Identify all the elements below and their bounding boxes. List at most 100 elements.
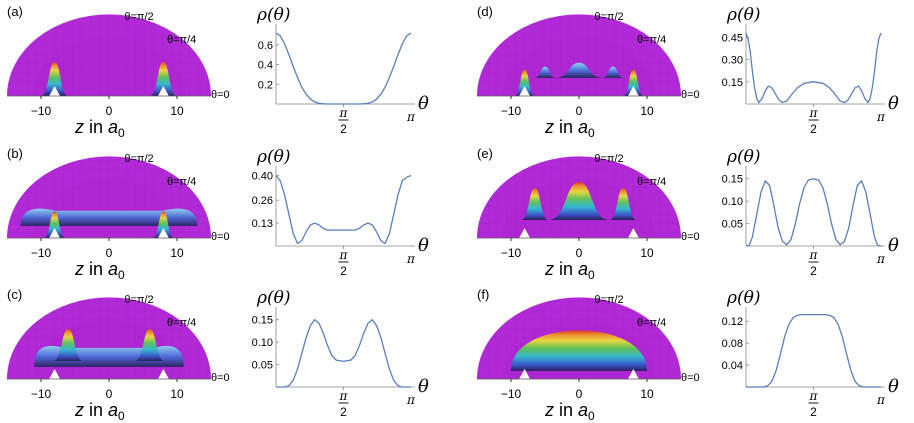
x-tick-label-2: 2: [810, 122, 817, 136]
panel-label: (a): [7, 4, 23, 19]
angle-label-pi-quarter: θ=π/4: [637, 176, 666, 188]
density-curve: [746, 313, 881, 388]
panel-label: (b): [7, 146, 23, 161]
z-tick-label: 10: [640, 246, 654, 260]
panel-a: (a) −10 0 10 θ=π/2 θ=π/4 θ=0 z in a0 0.2 0.4 0.6 π 2…: [7, 4, 429, 140]
y-tick-label: 0.30: [722, 55, 743, 67]
panel-e: (e) −10 0 10 θ=π/2 θ=π/4 θ=0 z in a0 0.05 0.10 0.1…: [477, 146, 899, 282]
angle-label-pi-half: θ=π/2: [124, 294, 153, 306]
y-tick-label: 0.10: [252, 337, 273, 349]
z-tick-label: 0: [106, 104, 113, 118]
angle-label-pi-quarter: θ=π/4: [167, 176, 196, 188]
y-tick-label: 0.13: [252, 218, 273, 230]
y-axis-label: ρ(θ): [726, 147, 761, 167]
z-tick-label: −10: [31, 104, 52, 118]
surface-peak: [623, 69, 644, 96]
z-axis-title: z in a0: [544, 117, 595, 140]
angle-label-pi-quarter: θ=π/4: [167, 34, 196, 46]
x-tick-label-pi-end: π: [406, 393, 416, 407]
x-tick-label-pi-end: π: [406, 110, 416, 124]
z-tick-label: −10: [501, 246, 522, 260]
x-tick-label-pi: π: [339, 106, 349, 120]
surface-peak: [555, 62, 603, 78]
density-curve: [745, 178, 882, 247]
surface-notch: [48, 369, 61, 380]
surface-peak: [514, 69, 535, 96]
z-axis-title: z in a0: [74, 259, 125, 282]
surface-plot: −10 0 10 θ=π/2 θ=π/4 θ=0 z in a0: [7, 11, 230, 140]
angle-label-zero: θ=0: [211, 372, 230, 384]
surface-peak: [41, 61, 69, 96]
surface-ridge: [34, 345, 184, 367]
surface-notch: [518, 86, 531, 97]
surface-peak: [149, 61, 177, 96]
x-axis-label: θ: [418, 235, 429, 256]
x-axis-label: θ: [888, 93, 899, 114]
z-tick-label: 0: [106, 387, 113, 401]
y-tick-label: 0.6: [258, 40, 273, 52]
z-axis-title: z in a0: [74, 117, 125, 140]
z-axis-title: z in a0: [544, 259, 595, 282]
y-tick-label: 0.04: [722, 360, 743, 372]
angle-label-pi-half: θ=π/2: [594, 153, 623, 165]
x-tick-label-pi: π: [809, 106, 819, 120]
surface-plot: −10 0 10 θ=π/2 θ=π/4 θ=0 z in a0: [477, 11, 700, 140]
angle-label-pi-half: θ=π/2: [124, 11, 153, 23]
y-tick-label: 0.08: [722, 338, 743, 350]
surface-plot: −10 0 10 θ=π/2 θ=π/4 θ=0 z in a0: [477, 153, 700, 282]
density-curve: [275, 32, 412, 105]
density-plot: 0.15 0.30 0.45 π 2 π ρ(θ) θ: [722, 5, 899, 136]
angle-label-zero: θ=0: [211, 89, 230, 101]
panel-f: (f) −10 0 10 θ=π/2 θ=π/4 θ=0 z in a0 0.04 0.08 0.1…: [477, 287, 899, 423]
panel-c: (c) −10 0 10 θ=π/2 θ=π/4 θ=0 z in a0 0.05 0.10 0.1…: [7, 287, 429, 423]
z-tick-label: 0: [576, 387, 583, 401]
x-tick-label-2: 2: [340, 405, 347, 419]
x-tick-label-pi-end: π: [876, 110, 886, 124]
x-axis-label: θ: [888, 376, 899, 397]
surface-plot: −10 0 10 θ=π/2 θ=π/4 θ=0 z in a0: [7, 294, 230, 423]
density-curve: [276, 318, 411, 388]
surface-notch: [157, 228, 170, 239]
surface-peak: [609, 187, 637, 220]
density-plot: 0.13 0.26 0.40 π 2 π ρ(θ) θ: [252, 147, 429, 278]
x-tick-label-2: 2: [810, 405, 817, 419]
z-tick-label: 0: [576, 246, 583, 260]
surface-notch: [518, 228, 531, 239]
y-axis-label: ρ(θ): [256, 5, 291, 25]
density-plot: 0.05 0.10 0.15 π 2 π ρ(θ) θ: [252, 288, 429, 419]
surface-peak: [521, 187, 549, 220]
density-plot: 0.05 0.10 0.15 π 2 π ρ(θ) θ: [722, 147, 899, 278]
angle-label-zero: θ=0: [681, 89, 700, 101]
surface-peak: [152, 211, 175, 238]
z-tick-label: −10: [31, 246, 52, 260]
x-tick-label-pi: π: [339, 248, 349, 262]
panel-label: (f): [477, 287, 489, 302]
z-tick-label: 10: [170, 246, 184, 260]
x-axis-label: θ: [418, 376, 429, 397]
surface-ridge: [20, 208, 198, 226]
x-tick-label-2: 2: [340, 264, 347, 278]
x-tick-label-pi-end: π: [876, 252, 886, 266]
y-tick-label: 0.45: [722, 32, 743, 44]
angle-label-pi-half: θ=π/2: [594, 294, 623, 306]
x-tick-label-pi: π: [809, 248, 819, 262]
z-tick-label: 0: [106, 246, 113, 260]
x-tick-label-pi: π: [809, 389, 819, 403]
y-tick-label: 0.2: [258, 79, 273, 91]
surface-peak: [53, 328, 84, 361]
y-tick-label: 0.26: [252, 195, 273, 207]
z-tick-label: −10: [501, 104, 522, 118]
z-tick-label: −10: [31, 387, 52, 401]
y-tick-label: 0.15: [722, 174, 743, 186]
density-curve: [275, 174, 412, 245]
surface-dome: [511, 330, 647, 371]
surface-plot: −10 0 10 θ=π/2 θ=π/4 θ=0 z in a0: [7, 153, 230, 282]
angle-label-zero: θ=0: [681, 372, 700, 384]
z-axis-title: z in a0: [544, 400, 595, 423]
surface-notch: [627, 86, 640, 97]
surface-peak: [43, 211, 66, 238]
z-tick-label: 10: [170, 387, 184, 401]
y-tick-label: 0.15: [252, 315, 273, 327]
y-tick-label: 0.05: [722, 219, 743, 231]
